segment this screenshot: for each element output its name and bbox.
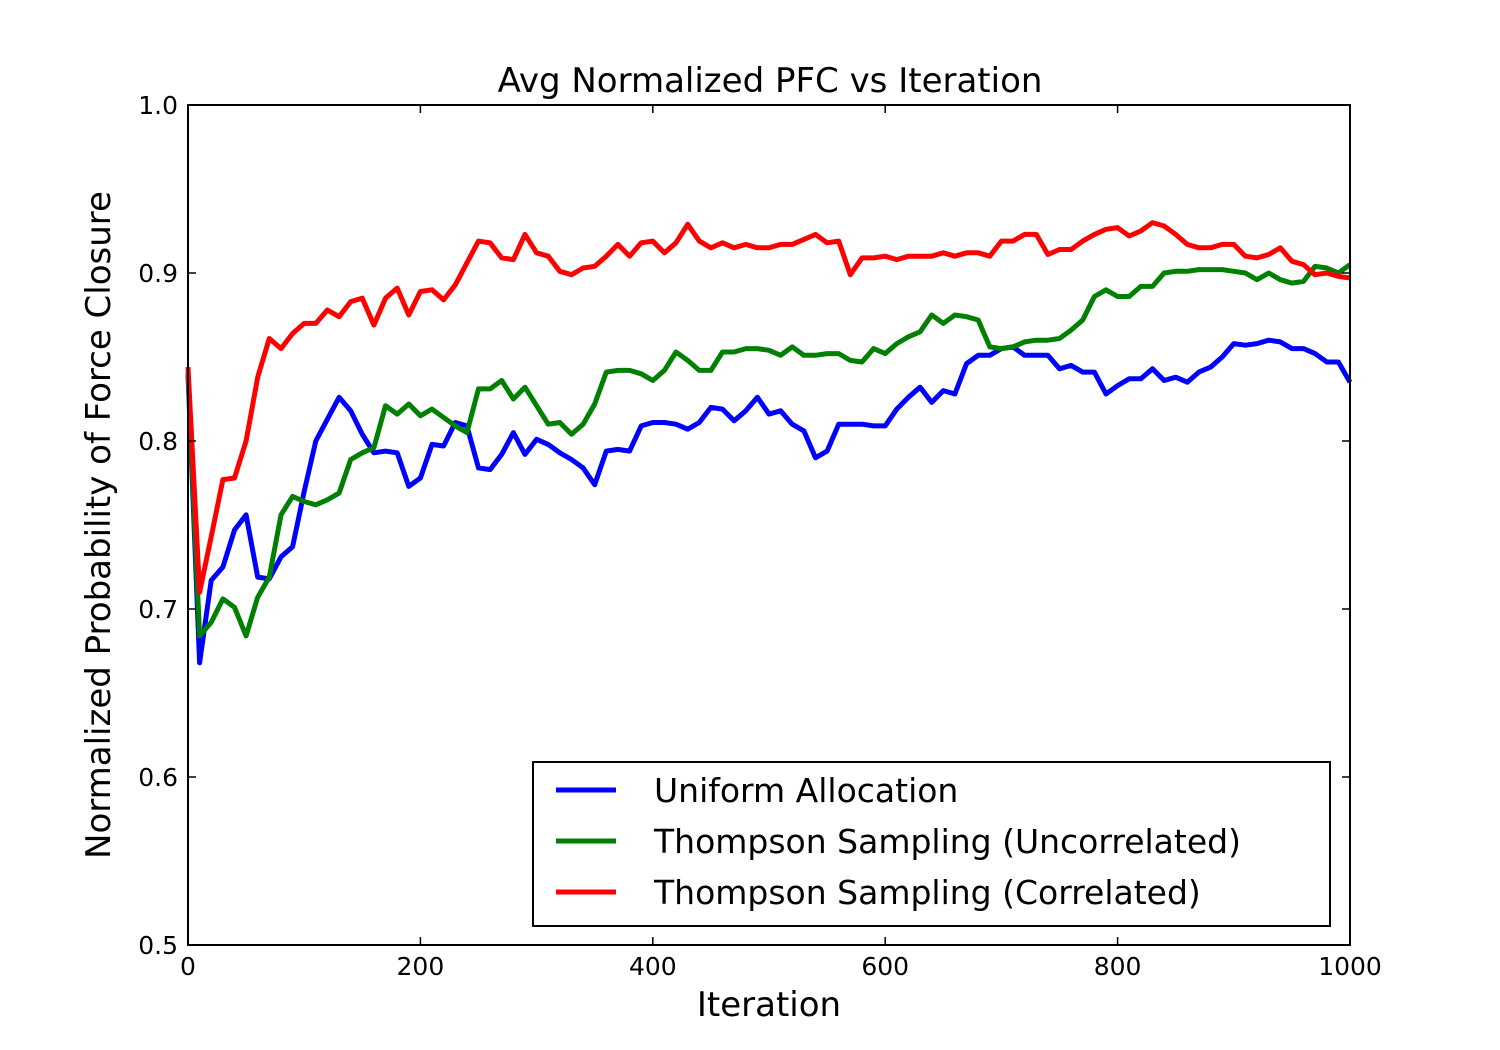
chart-title: Avg Normalized PFC vs Iteration xyxy=(498,61,1043,101)
x-tick-label: 1000 xyxy=(1318,952,1382,981)
legend: Uniform Allocation Thompson Sampling (Unc… xyxy=(532,761,1331,927)
axes-frame xyxy=(187,104,1351,946)
y-tick-label: 0.5 xyxy=(138,931,178,960)
x-tick-label: 600 xyxy=(861,952,909,981)
x-tick-label: 800 xyxy=(1094,952,1142,981)
axis-ticks: 0 200 400 600 800 1000 0.5 0.6 0.7 0.8 0.9 1.0 xyxy=(138,91,1382,981)
y-tick-label: 0.8 xyxy=(138,427,178,456)
series-line-1 xyxy=(185,337,1353,666)
series-line-2 xyxy=(185,262,1352,639)
y-tick-label: 0.9 xyxy=(138,259,178,288)
x-tick-label: 0 xyxy=(180,952,196,981)
y-axis-label: Normalized Probability of Force Closure xyxy=(79,191,119,859)
legend-label-3: Thompson Sampling (Correlated) xyxy=(653,873,1201,912)
y-tick-label: 0.7 xyxy=(138,595,178,624)
x-tick-label: 400 xyxy=(629,952,677,981)
legend-label-1: Uniform Allocation xyxy=(654,771,958,810)
legend-box xyxy=(532,761,1331,927)
plot-area xyxy=(185,220,1353,666)
y-tick-label: 0.6 xyxy=(138,763,178,792)
series-line-3 xyxy=(185,220,1351,595)
legend-label-2: Thompson Sampling (Uncorrelated) xyxy=(653,822,1241,861)
x-axis-label: Iteration xyxy=(697,985,841,1025)
y-tick-label: 1.0 xyxy=(138,91,178,120)
x-tick-label: 200 xyxy=(397,952,445,981)
